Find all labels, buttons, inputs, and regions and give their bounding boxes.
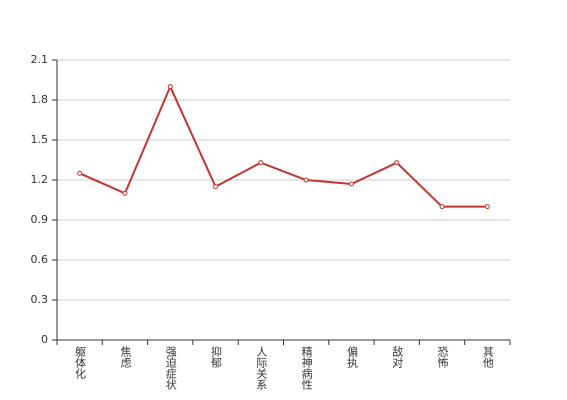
- y-tick-label: 0.9: [31, 213, 49, 226]
- point: [258, 160, 264, 166]
- point: [77, 170, 83, 176]
- point: [303, 177, 309, 183]
- point: [439, 204, 445, 210]
- x-tick-label: 偏执: [345, 345, 358, 369]
- y-tick-label: 0.3: [31, 293, 49, 306]
- point: [122, 190, 128, 196]
- x-tick-label: 其他: [481, 346, 494, 368]
- x-tick-label: 焦虑: [119, 346, 132, 368]
- point: [167, 84, 173, 90]
- x-tick-label: 抑郁: [210, 345, 223, 368]
- point: [394, 160, 400, 166]
- point: [213, 184, 219, 190]
- y-tick-label: 2.1: [31, 53, 49, 66]
- x-tick-label: 敌对: [391, 345, 404, 368]
- x-tick-label: 恐怖: [436, 346, 449, 368]
- x-tick-label: 精神病性: [300, 346, 313, 391]
- x-tick-label: 人际关系: [255, 346, 268, 390]
- x-tick-label: 躯体化: [74, 346, 87, 380]
- y-tick-label: 0: [41, 333, 48, 346]
- point: [348, 181, 354, 187]
- y-tick-label: 1.2: [31, 173, 49, 186]
- line: [79, 84, 488, 208]
- point: [484, 204, 490, 210]
- x-tick-label: 强迫症状: [164, 346, 177, 390]
- y-tick-label: 1.5: [31, 133, 49, 146]
- y-tick-label: 0.6: [31, 253, 49, 266]
- y-tick-label: 1.8: [31, 93, 49, 106]
